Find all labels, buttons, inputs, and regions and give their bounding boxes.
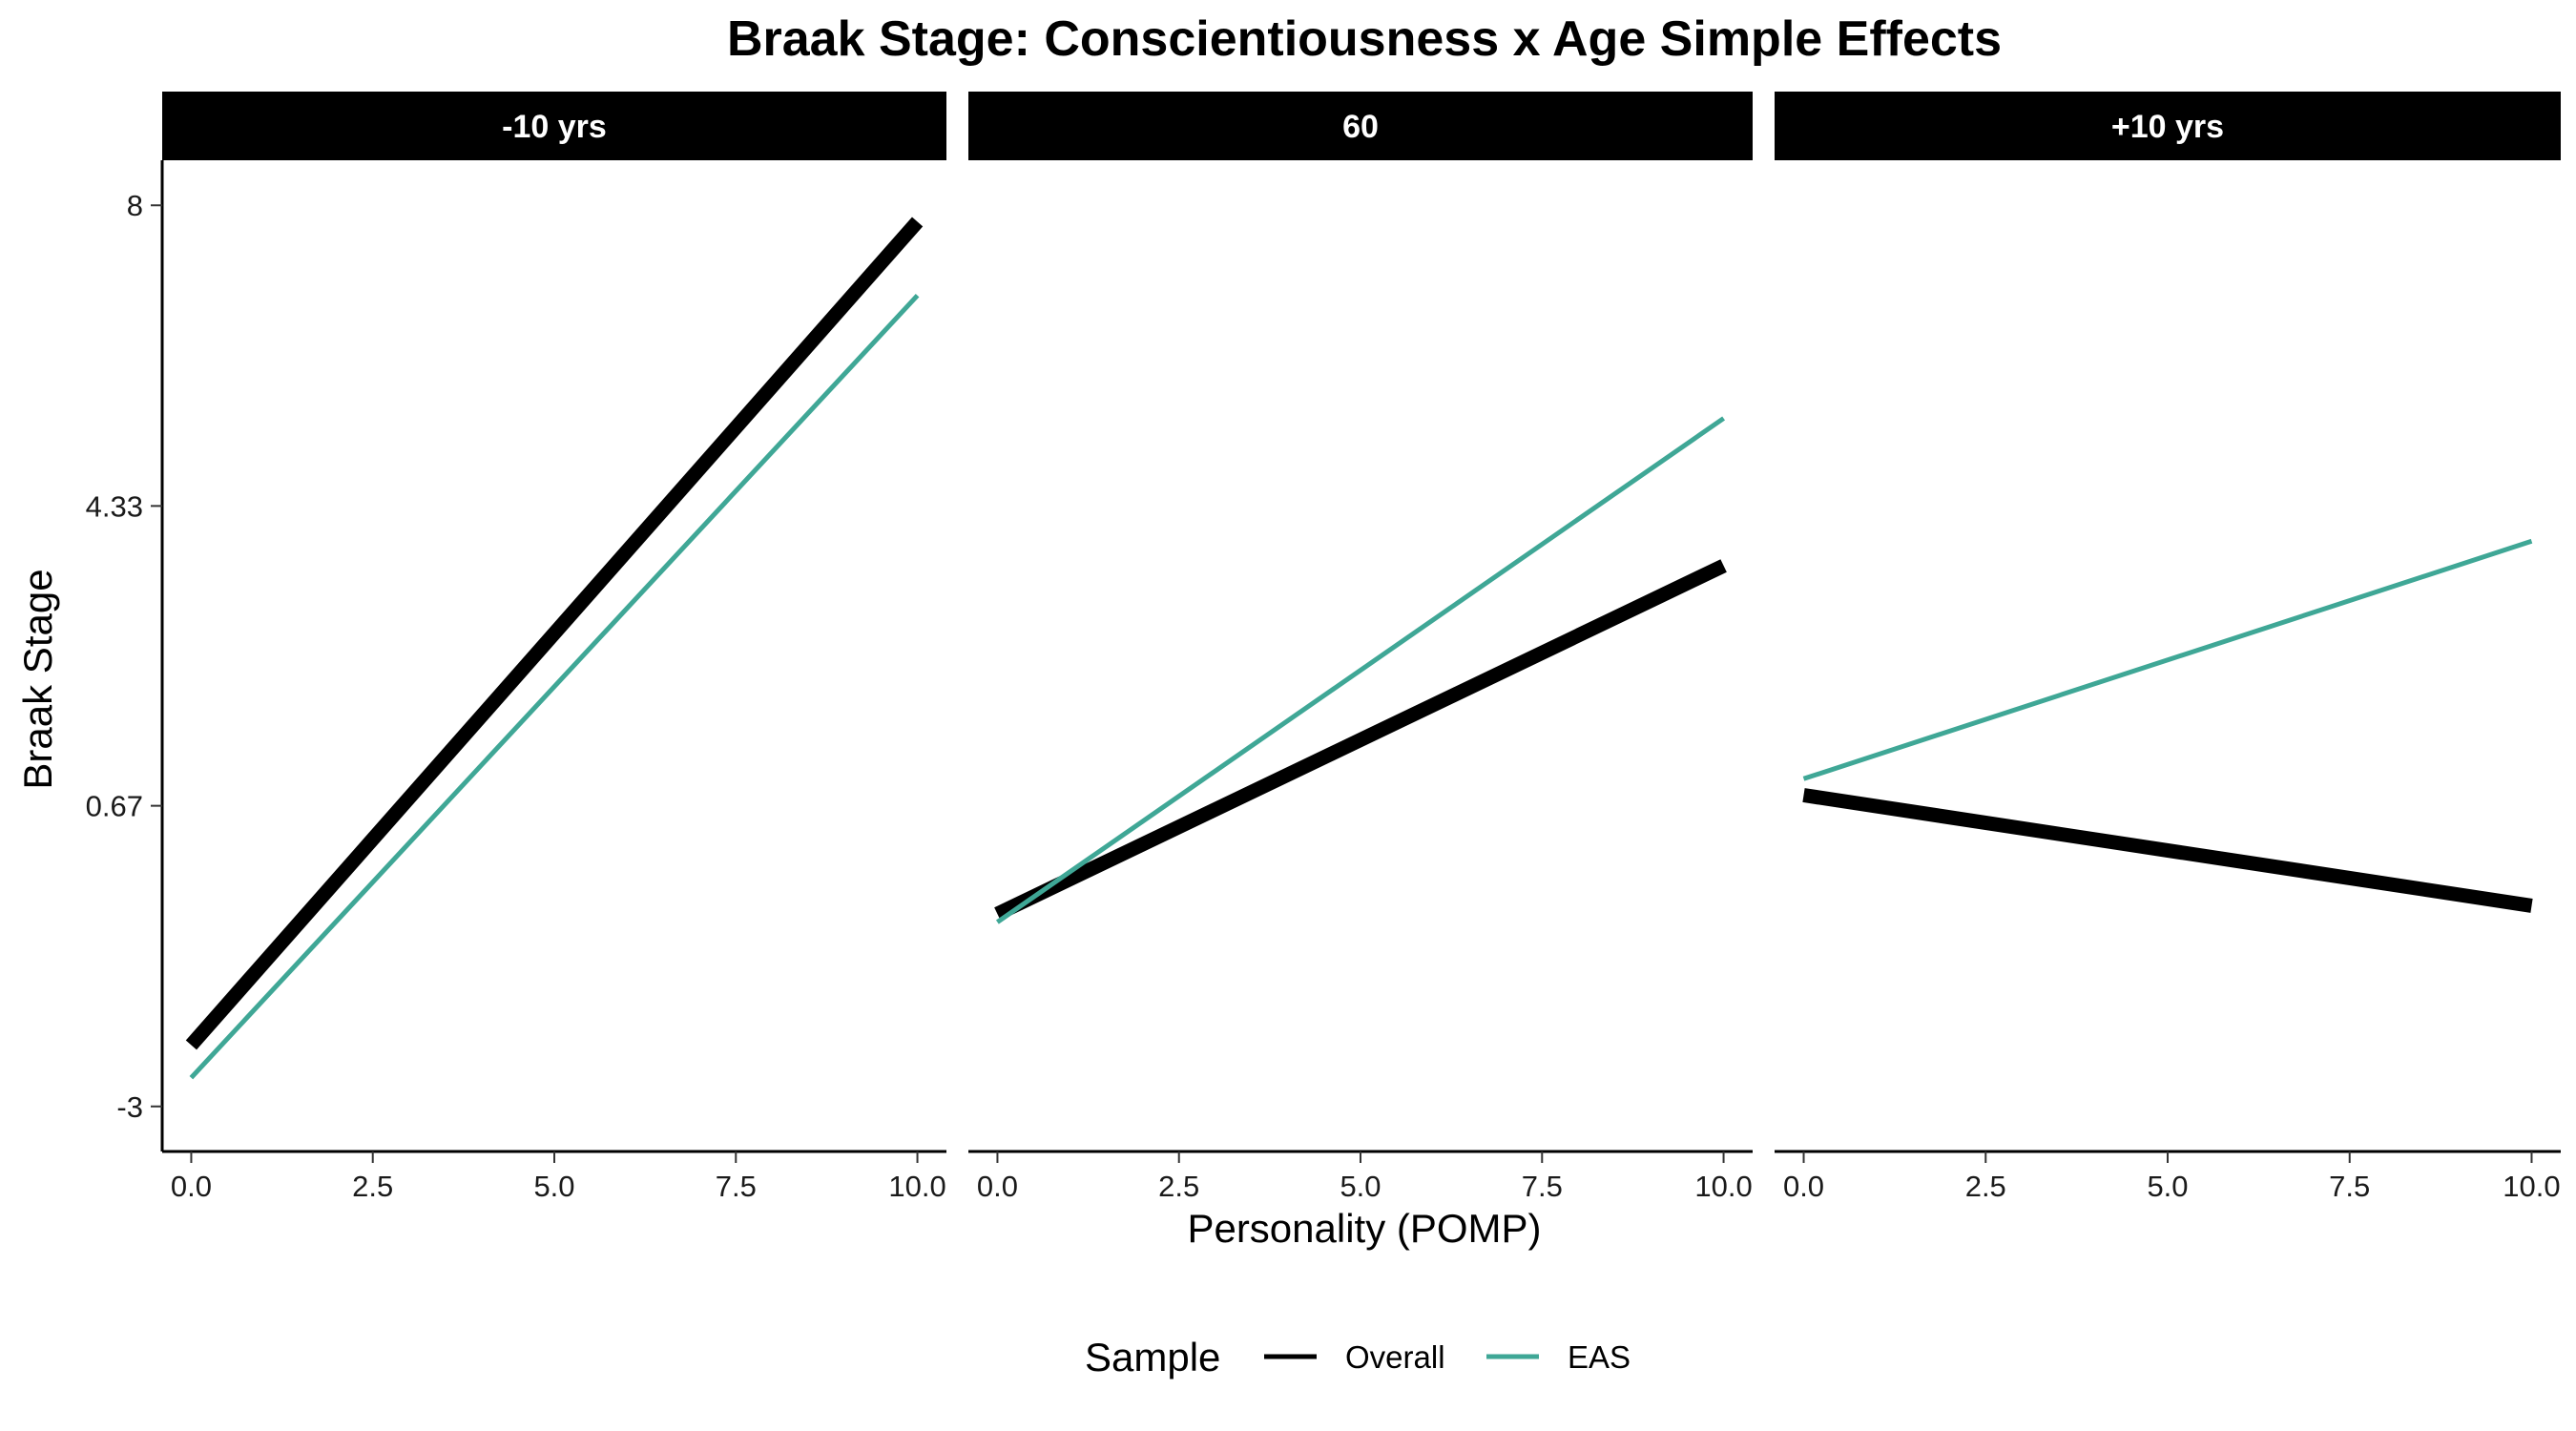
- y-tick-label: -3: [116, 1090, 143, 1124]
- facet-strip: [162, 92, 946, 160]
- series-line-eas: [189, 293, 920, 1080]
- series-line-overall: [185, 217, 924, 1050]
- facet-strip-label: 60: [1342, 109, 1379, 145]
- y-axis-title: Braak Stage: [15, 569, 60, 789]
- legend-label-overall: Overall: [1345, 1339, 1445, 1375]
- x-tick-label: 10.0: [2503, 1170, 2560, 1203]
- x-tick-label: 5.0: [1340, 1170, 1381, 1203]
- series-line-overall: [1802, 788, 2533, 913]
- x-tick-label: 2.5: [1965, 1170, 2006, 1203]
- x-tick-label: 2.5: [1158, 1170, 1199, 1203]
- x-tick-label: 10.0: [888, 1170, 945, 1203]
- facet-strip: [968, 92, 1753, 160]
- x-tick-label: 0.0: [977, 1170, 1018, 1203]
- x-tick-label: 2.5: [352, 1170, 393, 1203]
- facet-panel: -10 yrs 0.0 2.5 5.0 7.5 10.0 -3 0.67 4.33 8: [86, 92, 946, 1203]
- facet-panel: 60 0.0 2.5 5.0 7.5 10.0: [968, 92, 1753, 1203]
- x-axis-title: Personality (POMP): [1187, 1206, 1541, 1251]
- facet-panels: -10 yrs 0.0 2.5 5.0 7.5 10.0 -3 0.67 4.33 8 60 0.0 2…: [86, 92, 2561, 1203]
- series-line-eas: [995, 416, 1726, 924]
- series-line-eas: [1802, 538, 2533, 781]
- x-tick-label: 7.5: [2329, 1170, 2370, 1203]
- y-tick-label: 4.33: [86, 489, 143, 523]
- facet-strip-label: -10 yrs: [502, 109, 607, 145]
- legend-title: Sample: [1085, 1335, 1220, 1379]
- y-tick-label: 0.67: [86, 790, 143, 823]
- chart-title: Braak Stage: Conscientiousness x Age Sim…: [727, 11, 2002, 67]
- x-tick-label: 5.0: [533, 1170, 574, 1203]
- legend-label-eas: EAS: [1568, 1339, 1631, 1375]
- x-tick-label: 0.0: [1783, 1170, 1824, 1203]
- x-tick-label: 10.0: [1694, 1170, 1752, 1203]
- facet-strip-label: +10 yrs: [2111, 109, 2224, 145]
- series-line-overall: [994, 559, 1727, 921]
- facet-strip: [1775, 92, 2561, 160]
- x-tick-label: 0.0: [171, 1170, 212, 1203]
- facet-panel: +10 yrs 0.0 2.5 5.0 7.5 10.0: [1775, 92, 2561, 1203]
- legend: Sample Overall EAS: [1085, 1335, 1631, 1379]
- x-tick-label: 7.5: [716, 1170, 757, 1203]
- x-tick-label: 7.5: [1522, 1170, 1563, 1203]
- x-tick-label: 5.0: [2147, 1170, 2188, 1203]
- y-tick-label: 8: [127, 189, 143, 222]
